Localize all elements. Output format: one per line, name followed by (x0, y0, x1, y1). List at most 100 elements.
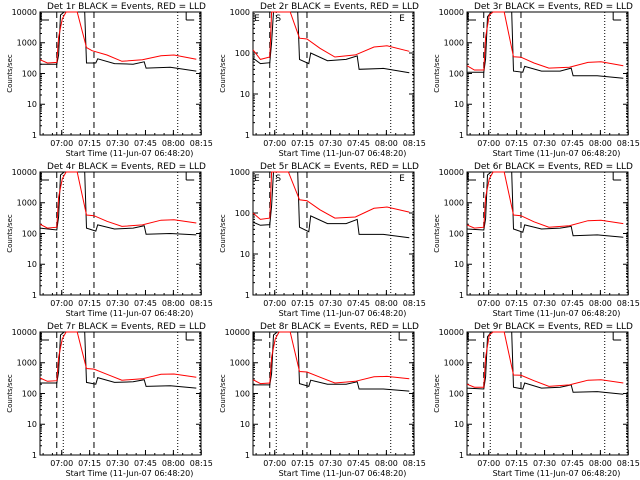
plot-frame (466, 331, 629, 456)
marker-bracket (185, 332, 195, 341)
series-lld-line (39, 11, 197, 64)
y-tick-label: 100 (22, 390, 37, 399)
marker-bracket (467, 172, 476, 181)
x-tick-label: 07:45 (134, 459, 157, 468)
plot-frame (252, 11, 415, 136)
x-tick-label: 07:15 (291, 459, 314, 468)
chart-panel-4: Det 4r BLACK = Events, RED = LLD 1 10 100 10… (6, 162, 213, 318)
y-axis-label: Counts/sec (433, 54, 441, 93)
y-tick-label: 1 (32, 291, 37, 300)
y-tick-label: 10000 (438, 328, 463, 337)
marker-bracket (612, 172, 621, 181)
y-tick-label: 100 (448, 230, 463, 239)
y-tick-label: 1000 (230, 359, 250, 368)
series-lld-line (252, 171, 410, 220)
x-axis-label: Start Time (11-Jun-07 06:48:20) (492, 469, 620, 478)
x-tick-label: 08:15 (403, 139, 426, 148)
y-tick-label: 1 (458, 451, 463, 460)
y-axis-label: Counts/sec (6, 214, 14, 253)
x-tick-label: 08:00 (162, 299, 185, 308)
series-lld-line (466, 331, 623, 388)
x-tick-label: 07:15 (78, 299, 101, 308)
x-axis-label: Start Time (11-Jun-07 06:48:20) (66, 309, 194, 318)
x-axis-label: Start Time (11-Jun-07 06:48:20) (279, 469, 407, 478)
x-tick-label: 07:15 (291, 299, 314, 308)
x-tick-label: 07:15 (78, 139, 101, 148)
y-tick-label: 10 (453, 420, 463, 429)
series-events-line (466, 171, 623, 238)
x-tick-label: 07:00 (50, 459, 73, 468)
y-tick-label: 10 (27, 100, 37, 109)
marker-bracket (612, 12, 621, 21)
x-tick-label: 07:30 (106, 299, 129, 308)
chart-title: Det 3r BLACK = Events, RED = LLD (474, 2, 633, 12)
marker-bracket (40, 172, 49, 181)
chart-title: Det 5r BLACK = Events, RED = LLD (260, 162, 419, 172)
x-tick-label: 07:00 (477, 299, 500, 308)
chart-panel-3: Det 3r BLACK = Events, RED = LLD 1 10 100 10… (433, 2, 640, 158)
plot-frame (252, 331, 415, 456)
chart-title: Det 6r BLACK = Events, RED = LLD (474, 162, 633, 172)
marker-label-S: S (276, 14, 282, 24)
marker-bracket (467, 332, 476, 341)
x-tick-label: 07:45 (134, 299, 157, 308)
y-axis-label: Counts/sec (219, 54, 227, 93)
y-tick-label: 1000 (443, 39, 463, 48)
marker-bracket (467, 12, 476, 21)
x-tick-label: 08:15 (190, 139, 213, 148)
marker-label-E: E (254, 174, 260, 184)
series-events-line (253, 331, 410, 392)
y-tick-label: 10000 (438, 168, 463, 177)
series-events-line (253, 171, 410, 239)
x-tick-label: 08:15 (190, 459, 213, 468)
x-tick-label: 07:15 (505, 299, 528, 308)
plot-frame (466, 11, 629, 136)
x-tick-label: 07:45 (561, 299, 584, 308)
x-tick-label: 07:00 (50, 299, 73, 308)
y-tick-label: 1 (245, 291, 250, 300)
chart-title: Det 2r BLACK = Events, RED = LLD (260, 2, 419, 12)
series-events-line (39, 171, 197, 236)
x-tick-label: 07:00 (264, 139, 287, 148)
y-tick-label: 100 (235, 390, 250, 399)
x-axis-label: Start Time (11-Jun-07 06:48:20) (492, 309, 620, 318)
chart-title: Det 4r BLACK = Events, RED = LLD (47, 162, 206, 172)
y-axis-label: Counts/sec (433, 374, 441, 413)
y-tick-label: 1 (458, 291, 463, 300)
marker-label-S: S (276, 174, 282, 184)
x-tick-label: 07:30 (533, 299, 556, 308)
plot-frame (39, 331, 202, 456)
x-tick-label: 07:30 (319, 139, 342, 148)
series-events-line (466, 331, 623, 395)
y-tick-label: 100 (448, 70, 463, 79)
chart-panel-5: Det 5r BLACK = Events, RED = LLD 1 10 100 10… (219, 162, 426, 318)
series-events-line (466, 11, 623, 79)
x-tick-label: 07:00 (264, 299, 287, 308)
marker-bracket (398, 332, 408, 341)
y-tick-label: 10 (240, 420, 250, 429)
plot-frame (39, 11, 202, 136)
x-tick-label: 08:15 (616, 299, 639, 308)
marker-label-E: E (399, 14, 405, 24)
y-tick-label: 10000 (12, 8, 37, 17)
series-lld-line (466, 171, 623, 229)
series-lld-line (466, 11, 623, 71)
marker-bracket (612, 332, 621, 341)
y-tick-label: 100 (235, 49, 250, 58)
x-tick-label: 07:45 (347, 459, 370, 468)
marker-bracket (185, 172, 195, 181)
series-events-line (252, 11, 410, 74)
y-tick-label: 1 (32, 131, 37, 140)
chart-panel-9: Det 9r BLACK = Events, RED = LLD 1 10 100 10… (433, 322, 640, 478)
series-events-line (39, 331, 197, 389)
x-tick-label: 07:30 (106, 459, 129, 468)
chart-panel-7: Det 7r BLACK = Events, RED = LLD 1 10 100 10… (6, 322, 213, 478)
x-tick-label: 07:45 (347, 299, 370, 308)
series-lld-line (252, 11, 410, 60)
y-tick-label: 10 (453, 260, 463, 269)
marker-bracket (185, 12, 195, 21)
y-axis-label: Counts/sec (219, 374, 227, 413)
y-tick-label: 100 (22, 70, 37, 79)
x-tick-label: 08:00 (588, 139, 611, 148)
y-tick-label: 10 (453, 100, 463, 109)
